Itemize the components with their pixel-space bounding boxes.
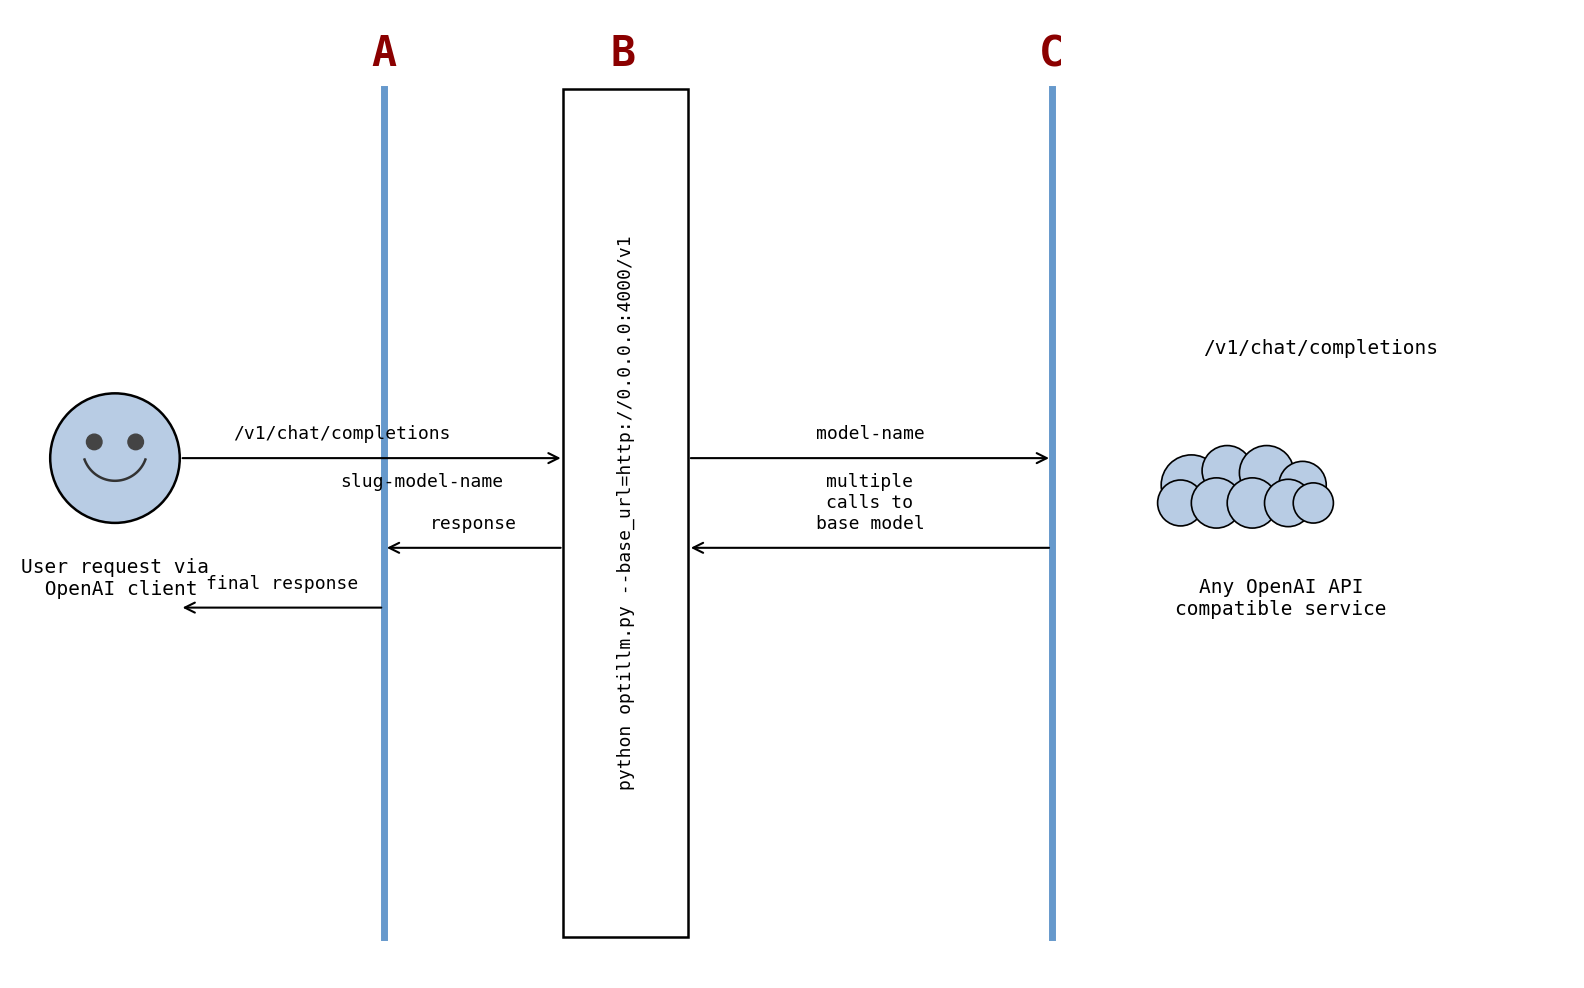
- Circle shape: [1161, 454, 1221, 515]
- Circle shape: [1191, 478, 1242, 528]
- Circle shape: [1278, 461, 1326, 509]
- Circle shape: [1239, 446, 1294, 500]
- Circle shape: [1293, 483, 1334, 523]
- Text: B: B: [611, 34, 635, 75]
- Text: User request via
 OpenAI client: User request via OpenAI client: [21, 558, 209, 599]
- Text: slug-model-name: slug-model-name: [341, 473, 504, 491]
- Circle shape: [1202, 446, 1253, 496]
- Text: response: response: [431, 515, 518, 533]
- Circle shape: [87, 434, 101, 450]
- Circle shape: [1264, 479, 1312, 527]
- Text: multiple
calls to
base model: multiple calls to base model: [816, 473, 925, 533]
- Circle shape: [1158, 480, 1204, 526]
- Text: Any OpenAI API
compatible service: Any OpenAI API compatible service: [1175, 578, 1386, 618]
- Circle shape: [51, 393, 179, 523]
- Text: model-name: model-name: [816, 425, 925, 444]
- Text: C: C: [1039, 34, 1064, 75]
- Text: /v1/chat/completions: /v1/chat/completions: [233, 425, 450, 444]
- Circle shape: [1228, 478, 1277, 528]
- Text: python optillm.py --base_url=http://0.0.0.0:4000/v1: python optillm.py --base_url=http://0.0.…: [616, 235, 635, 790]
- Text: /v1/chat/completions: /v1/chat/completions: [1204, 339, 1438, 358]
- Text: final response: final response: [206, 575, 358, 593]
- Bar: [564, 89, 687, 937]
- Circle shape: [128, 434, 144, 450]
- Text: A: A: [372, 34, 396, 75]
